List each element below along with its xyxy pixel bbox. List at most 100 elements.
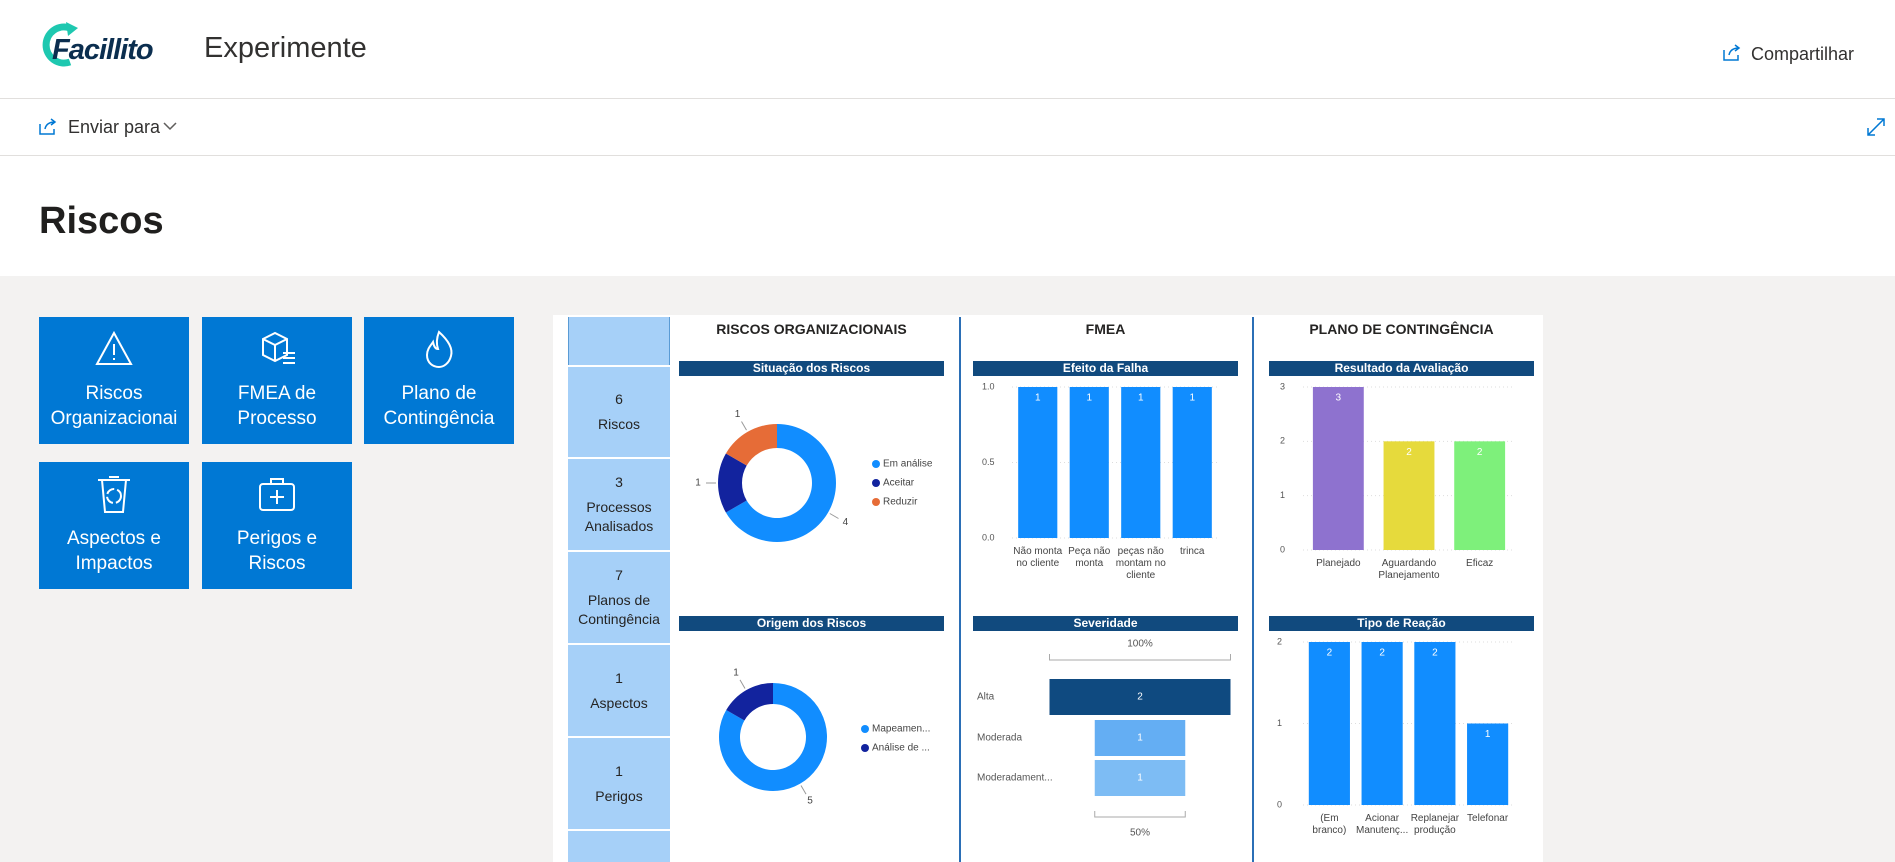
kpi-label: Processos Analisados	[584, 499, 654, 534]
tile[interactable]: Perigos e Riscos	[202, 462, 352, 589]
x-tick-label: trinca	[1180, 546, 1205, 557]
tile-label: Perigos e Riscos	[236, 528, 318, 574]
y-tick-label: Alta	[977, 692, 995, 703]
x-tick-label: (Em branco)	[1312, 813, 1347, 836]
kpi-value: 3	[615, 474, 623, 490]
legend-label: Reduzir	[883, 497, 918, 508]
bar	[1172, 387, 1212, 538]
kpi-card: 1 Aspectos	[568, 643, 670, 736]
icon-medkit	[259, 478, 295, 511]
x-tick-label: Telefonar	[1467, 813, 1509, 824]
section-title: FMEA	[1085, 321, 1126, 337]
chart-header	[1269, 616, 1534, 631]
x-tick-label: peças não montam no cliente	[1115, 546, 1166, 581]
data-label: 2	[1477, 447, 1483, 458]
bar	[1018, 387, 1058, 538]
y-tick-label: 1	[1277, 718, 1282, 728]
x-tick-label: Não monta no cliente	[1013, 546, 1063, 569]
x-tick-label: Peça não monta	[1068, 546, 1111, 569]
donut-slice	[725, 424, 836, 542]
tile[interactable]: Plano de Contingência	[364, 317, 514, 444]
icon-warning	[95, 330, 133, 365]
expand-icon[interactable]	[1866, 117, 1886, 137]
data-label: 2	[1327, 648, 1333, 659]
section-title: RISCOS ORGANIZACIONAIS	[716, 321, 907, 337]
chart-title: Severidade	[1073, 616, 1137, 630]
y-tick-label: Moderadament...	[977, 773, 1053, 784]
kpi-label: Riscos	[597, 416, 640, 432]
chevron-down[interactable]	[163, 121, 177, 131]
leader-line	[829, 513, 839, 519]
logo: Facillito	[52, 34, 154, 66]
chart-title: Situação dos Riscos	[753, 361, 871, 375]
data-label: 4	[843, 517, 849, 528]
legend-label: Mapeamen...	[872, 724, 930, 735]
bar	[1094, 720, 1186, 756]
header	[0, 0, 1895, 99]
icon-box	[262, 331, 295, 364]
bar	[1383, 441, 1435, 550]
kpi-value: 7	[615, 567, 623, 583]
leader-line	[739, 679, 746, 689]
icon-recycle-bin	[98, 476, 130, 513]
chart-title: Tipo de Reação	[1357, 616, 1445, 630]
y-tick-label: 0	[1280, 544, 1285, 554]
bracket	[1094, 811, 1186, 818]
kpi-card: 7 Planos de Contingência	[568, 550, 670, 643]
bar	[1361, 642, 1403, 805]
data-label: 1	[1086, 393, 1092, 404]
y-tick-label: 0	[1277, 799, 1282, 809]
kpi-card: 1 Perigos	[568, 736, 670, 829]
y-tick-label: 0.5	[982, 457, 995, 467]
bar	[1414, 642, 1456, 805]
tile-label: Aspectos e Impactos	[67, 528, 161, 574]
site-title: Experimente	[204, 32, 367, 64]
share-icon[interactable]	[1722, 44, 1742, 62]
icon-flame	[425, 330, 453, 369]
legend-dot	[861, 725, 869, 733]
annotation: 50%	[1130, 828, 1150, 839]
donut-slice	[718, 453, 747, 513]
y-tick-label: 3	[1280, 381, 1285, 391]
tile[interactable]: FMEA de Processo	[202, 317, 352, 444]
kpi-label: Planos de Contingência	[578, 592, 660, 627]
y-tick-label: 2	[1280, 436, 1285, 446]
kpi-label: Aspectos	[590, 694, 648, 711]
logo-mark	[42, 22, 78, 67]
y-tick-label: 0.0	[982, 532, 995, 542]
bar	[1049, 679, 1231, 715]
x-tick-label: Eficaz	[1466, 558, 1494, 569]
donut-slice	[718, 683, 828, 791]
data-label: 2	[1406, 447, 1412, 458]
x-tick-label: Planejado	[1316, 558, 1361, 569]
leader-line	[800, 785, 807, 795]
data-label: 1	[1138, 393, 1144, 404]
data-label: 1	[1189, 393, 1195, 404]
section-divider	[959, 317, 961, 862]
data-label: 1	[1035, 393, 1041, 404]
tile[interactable]: Aspectos e Impactos	[39, 462, 189, 589]
data-label: 3	[1336, 393, 1342, 404]
data-label: 2	[1432, 648, 1438, 659]
data-label: 2	[1137, 692, 1143, 703]
chart-header	[1269, 361, 1534, 376]
kpi-label: Perigos	[595, 787, 643, 804]
legend-dot	[872, 498, 880, 506]
kpi-value: 1	[615, 762, 623, 779]
share-button[interactable]: Compartilhar	[1751, 44, 1855, 64]
send-icon[interactable]	[38, 118, 58, 136]
tile[interactable]: Riscos Organizacionai	[39, 317, 189, 444]
chart-title: Resultado da Avaliação	[1335, 361, 1469, 375]
tile-label: Riscos Organizacionai	[50, 383, 178, 429]
send-to-button[interactable]: Enviar para	[68, 117, 161, 137]
bar	[1454, 441, 1506, 550]
tile-label: Plano de Contingência	[383, 383, 495, 429]
legend-label: Aceitar	[883, 478, 915, 489]
kpi-value: 1	[615, 669, 623, 686]
y-tick-label: 1.0	[982, 381, 995, 391]
title-band	[0, 156, 1895, 276]
bar	[1121, 387, 1161, 538]
